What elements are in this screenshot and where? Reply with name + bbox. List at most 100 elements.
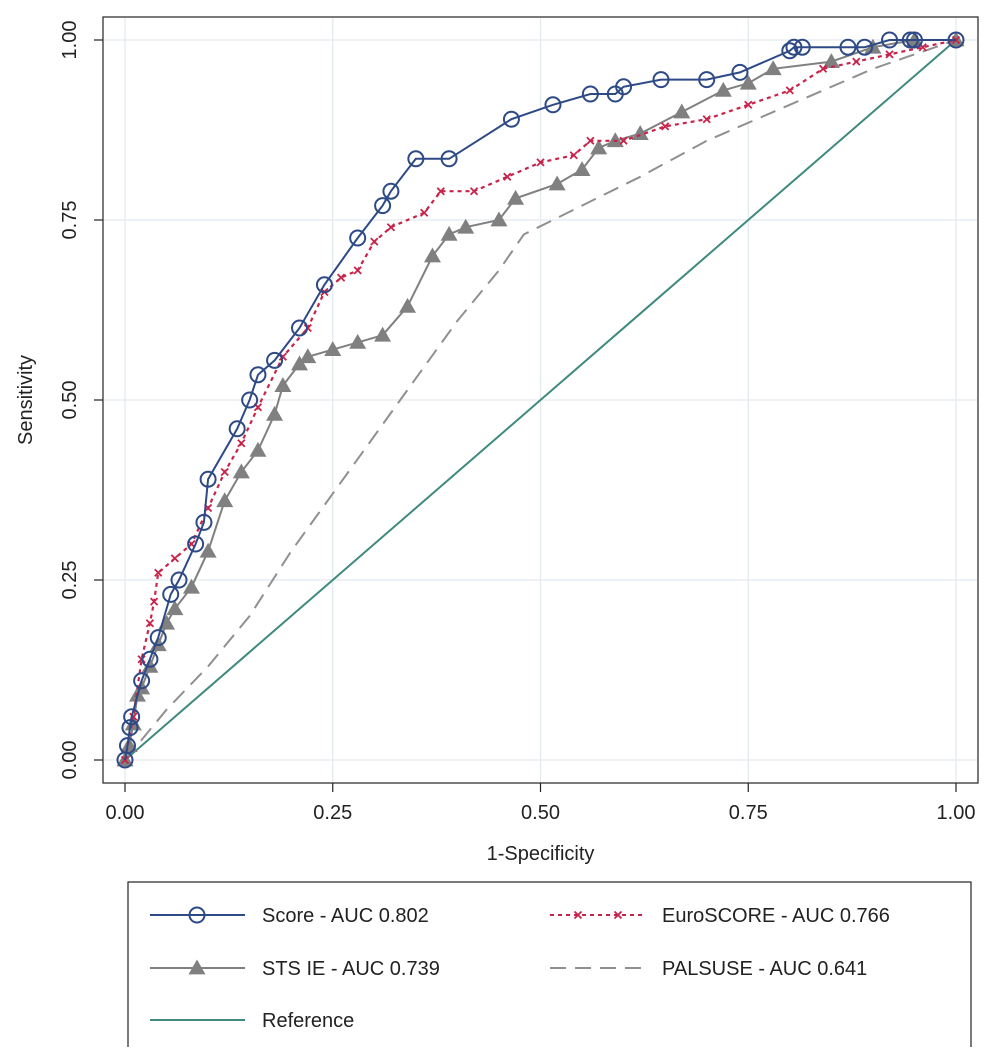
point-sts-ie <box>182 578 200 594</box>
legend-marker-euroscore <box>573 910 583 920</box>
point-score <box>118 737 136 755</box>
point-score <box>374 197 392 215</box>
point-sts-ie <box>266 405 284 421</box>
point-euroscore <box>436 187 445 196</box>
point-score <box>947 31 965 49</box>
axes: 0.00 0.25 0.50 0.75 1.00 0.00 0.25 0.50 0.75 1.00… <box>15 21 975 865</box>
point-sts-ie <box>324 341 342 356</box>
point-sts-ie <box>374 326 392 342</box>
x-axis-title: 1-Specificity <box>487 843 595 865</box>
point-score <box>544 96 562 114</box>
point-score <box>149 629 167 647</box>
series-line-sts-ie <box>124 39 956 761</box>
point-sts-ie <box>548 175 566 191</box>
point-score <box>249 366 267 384</box>
point-sts-ie <box>905 31 923 47</box>
point-euroscore <box>818 64 828 73</box>
point-sts-ie <box>590 139 608 155</box>
legend-item-palsuse: PALSUSE - AUC 0.641 <box>550 958 867 980</box>
point-score <box>170 571 188 589</box>
point-score <box>856 38 874 56</box>
point-score <box>881 31 899 49</box>
point-sts-ie <box>232 463 250 479</box>
point-euroscore <box>619 136 628 145</box>
point-score <box>199 470 217 488</box>
point-euroscore <box>785 86 794 95</box>
point-euroscore <box>420 208 429 217</box>
point-score <box>615 78 633 96</box>
legend-marker-euroscore <box>613 910 623 920</box>
legend-label-palsuse: PALSUSE - AUC 0.641 <box>662 958 867 980</box>
point-score <box>502 110 520 128</box>
legend-marker-score <box>188 906 206 924</box>
point-euroscore <box>370 237 379 246</box>
point-score <box>440 150 458 168</box>
point-score <box>123 708 141 726</box>
point-score <box>785 38 803 56</box>
x-tick-label: 0.25 <box>313 802 352 824</box>
point-score <box>382 182 400 200</box>
y-axis-title: Sensitivity <box>15 355 37 445</box>
point-euroscore <box>145 619 155 628</box>
legend: Score - AUC 0.802 EuroSCORE - AUC 0.766 ST… <box>127 881 972 1052</box>
point-score <box>141 650 159 668</box>
y-tick-label: 0.00 <box>59 741 81 780</box>
legend-label-euroscore: EuroSCORE - AUC 0.766 <box>662 905 890 927</box>
point-sts-ie <box>249 441 267 457</box>
point-score <box>407 150 425 168</box>
point-euroscore <box>149 597 159 606</box>
point-sts-ie <box>216 492 234 508</box>
point-euroscore <box>469 187 479 196</box>
legend-label-sts-ie: STS IE - AUC 0.739 <box>262 958 440 980</box>
point-euroscore <box>353 266 362 275</box>
point-sts-ie <box>714 81 732 97</box>
point-euroscore <box>154 568 163 577</box>
point-score <box>349 229 367 247</box>
point-sts-ie <box>299 348 317 364</box>
y-tick-label: 1.00 <box>59 21 81 60</box>
legend-label-reference: Reference <box>262 1010 354 1032</box>
point-score <box>731 63 749 81</box>
point-score <box>581 85 599 103</box>
point-score <box>162 585 180 603</box>
point-euroscore <box>885 50 894 59</box>
point-sts-ie <box>739 74 757 90</box>
legend-item-reference: Reference <box>150 1010 354 1032</box>
y-tick-label: 0.50 <box>59 381 81 420</box>
x-tick-label: 0.75 <box>729 802 768 824</box>
point-score <box>839 38 857 56</box>
point-sts-ie <box>631 125 649 140</box>
point-sts-ie <box>573 161 591 176</box>
series-palsuse <box>124 39 957 761</box>
point-euroscore <box>336 273 346 282</box>
point-sts-ie <box>457 218 475 234</box>
point-euroscore <box>237 439 246 448</box>
point-sts-ie <box>399 297 417 313</box>
point-euroscore <box>170 554 179 563</box>
point-score <box>291 319 309 337</box>
point-euroscore <box>569 151 578 160</box>
point-score <box>698 71 716 89</box>
point-euroscore <box>220 467 229 477</box>
series-layer <box>116 31 965 769</box>
point-score <box>133 672 151 690</box>
point-score <box>241 391 259 409</box>
point-score <box>652 71 670 89</box>
point-sts-ie <box>490 211 508 227</box>
point-score <box>781 42 799 60</box>
point-score <box>195 513 213 531</box>
point-sts-ie <box>507 189 525 205</box>
point-sts-ie <box>274 377 292 392</box>
point-sts-ie <box>349 333 367 349</box>
point-sts-ie <box>822 53 840 68</box>
point-euroscore <box>586 136 595 145</box>
point-sts-ie <box>199 542 217 558</box>
point-sts-ie <box>133 679 151 695</box>
point-sts-ie <box>673 103 691 119</box>
legend-item-euroscore: EuroSCORE - AUC 0.766 <box>550 905 890 927</box>
series-line-reference <box>124 39 957 761</box>
point-score <box>315 276 333 294</box>
point-euroscore <box>744 100 753 109</box>
point-sts-ie <box>423 247 441 263</box>
point-euroscore <box>536 158 545 167</box>
